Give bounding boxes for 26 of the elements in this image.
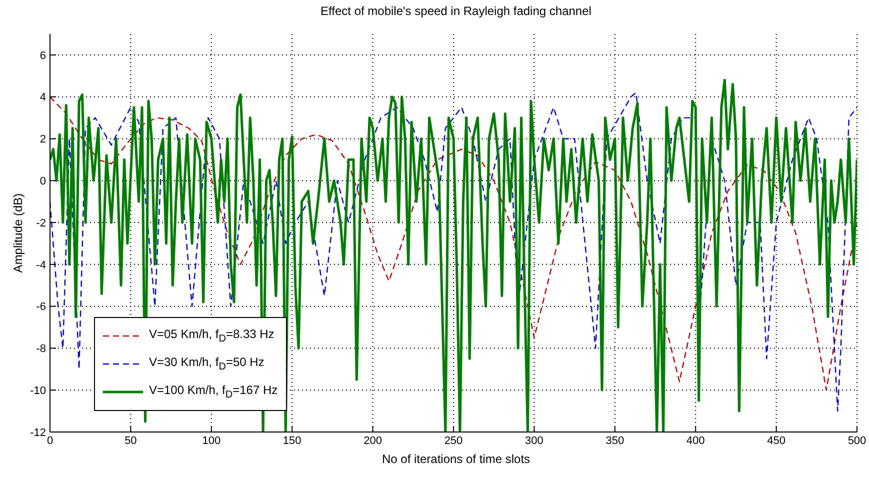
x-tick-label: 150 xyxy=(282,434,302,447)
x-tick-label: 50 xyxy=(124,434,137,447)
y-tick-label: -2 xyxy=(36,217,46,230)
x-tick-label: 400 xyxy=(686,434,705,447)
y-tick-label: 0 xyxy=(40,176,46,188)
y-tick-label: -6 xyxy=(36,301,46,314)
y-tick-label: -4 xyxy=(36,259,46,272)
y-axis-title: Amplitude (dB) xyxy=(11,193,25,273)
legend-label: V=30 Km/h, f$_{D}$=50 Hz xyxy=(149,355,264,373)
legend-label: V=05 Km/h, f$_{D}$=8.33 Hz xyxy=(149,327,274,345)
x-tick-label: 500 xyxy=(848,434,866,447)
x-axis-title: No of iterations of time slots xyxy=(380,452,532,466)
y-tick-label: -12 xyxy=(30,426,46,439)
y-tick-label: -10 xyxy=(30,385,46,398)
legend-label: V=100 Km/h, f$_{D}$=167 Hz xyxy=(149,383,278,401)
x-tick-label: 350 xyxy=(606,434,624,447)
x-tick-label: 450 xyxy=(767,434,786,447)
x-tick-label: 200 xyxy=(364,434,382,447)
x-tick-label: 300 xyxy=(525,434,544,447)
chart-title: Effect of mobile's speed in Rayleigh fading channel xyxy=(320,4,592,18)
y-tick-label: -8 xyxy=(36,343,46,356)
x-tick-label: 100 xyxy=(202,434,221,447)
y-tick-label: 4 xyxy=(40,92,46,104)
y-tick-label: 2 xyxy=(40,134,46,146)
x-tick-label: 250 xyxy=(444,434,463,447)
y-tick-label: 6 xyxy=(40,50,46,62)
